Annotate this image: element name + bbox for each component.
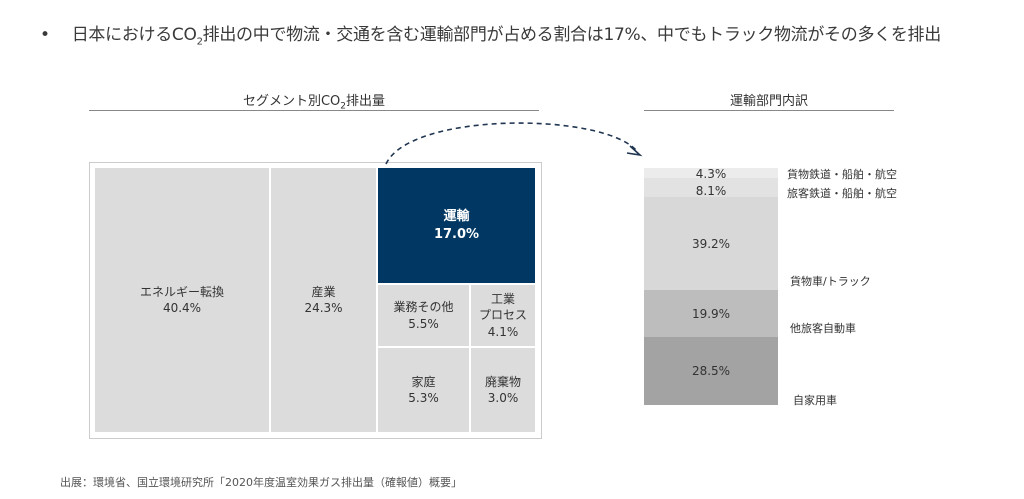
cell-value: 17.0% [433, 226, 480, 242]
segment-label: 旅客鉄道・船舶・航空 [787, 187, 897, 200]
segment-value: 19.9% [691, 306, 731, 321]
cell-label: 工業 [490, 292, 515, 307]
headline-sub: 2 [196, 36, 203, 48]
breakdown-title: 運輸部門内訳 [729, 94, 808, 109]
treemap-cell: エネルギー転換 40.4% [95, 168, 269, 432]
cell-value: 24.3% [304, 301, 343, 315]
cell-value: 5.5% [408, 316, 439, 331]
cell-value: 4.1% [487, 324, 519, 339]
headline-text: 日本におけるCO [71, 25, 197, 45]
segment-value: 4.3% [695, 167, 727, 181]
cell-label: プロセス [478, 308, 527, 323]
treemap-cell: 工業 プロセス 4.1% [471, 285, 535, 346]
bullet: • [40, 25, 50, 45]
segment-label: 貨物車/トラック [790, 275, 871, 288]
stacked-bar: 4.3% 8.1% 39.2% 19.9% 28.5% [644, 168, 778, 405]
cell-value: 40.4% [162, 301, 202, 315]
cell-value: 3.0% [487, 391, 519, 405]
cell-label: 運輸 [443, 208, 470, 224]
cell-value: 5.3% [408, 391, 439, 405]
source-note: 出展：環境省、国立環境研究所「2020年度温室効果ガス排出量（確報値）概要」 [60, 476, 462, 489]
cell-label: 産業 [311, 284, 336, 299]
bar-segment: 28.5% [644, 337, 778, 405]
treemap-cell: 家庭 5.3% [378, 348, 469, 432]
treemap-cell: 業務その他 5.5% [378, 285, 469, 346]
treemap: エネルギー転換 40.4% 産業 24.3% 運輸 17.0% 業務その他 5.5% 工業 プロセ… [89, 162, 542, 439]
divider [89, 110, 539, 111]
treemap-cell: 産業 24.3% [271, 168, 376, 432]
segment-value: 39.2% [691, 236, 731, 251]
segment-label: 自家用車 [793, 394, 837, 407]
bar-segment: 8.1% [644, 178, 778, 199]
segment-label: 貨物鉄道・船舶・航空 [787, 168, 897, 181]
headline-text-rest: 排出の中で物流・交通を含む運輸部門が占める割合は17%、中でもトラック物流がその… [202, 25, 942, 45]
segment-label: 他旅客自動車 [790, 322, 856, 335]
treemap-cell: 廃棄物 3.0% [471, 348, 535, 432]
bar-segment: 39.2% [644, 197, 778, 291]
cell-label: エネルギー転換 [139, 284, 224, 299]
cell-label: 業務その他 [393, 300, 454, 315]
divider [644, 110, 894, 111]
segment-value: 8.1% [695, 184, 727, 199]
treemap-title: セグメント別CO2排出量 [242, 94, 386, 112]
bar-segment: 19.9% [644, 290, 778, 338]
cell-label: 家庭 [411, 374, 436, 389]
treemap-cell: 運輸 17.0% [378, 168, 535, 283]
segment-value: 28.5% [691, 364, 731, 379]
bar-segment: 4.3% [644, 167, 778, 181]
headline: • 日本におけるCO2排出の中で物流・交通を含む運輸部門が占める割合は17%、中で… [40, 20, 941, 47]
cell-label: 廃棄物 [484, 374, 521, 389]
